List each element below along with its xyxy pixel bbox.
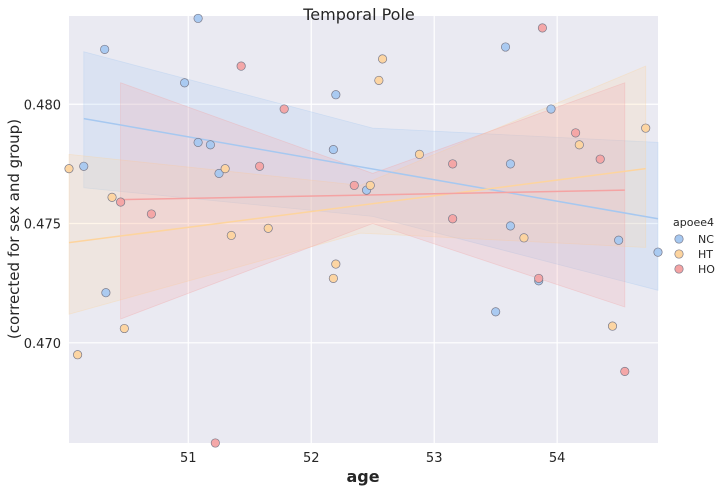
data-point-ht [519,233,529,243]
legend-title: apoee4 [673,216,714,229]
confidence-bands [68,51,659,320]
data-point-ht [607,321,618,331]
data-point-ho [448,214,458,224]
data-point-nc [214,168,224,178]
data-point-nc [328,145,338,155]
data-point-ht [263,223,273,233]
confidence-band-ho [120,82,626,320]
data-point-nc [491,307,501,317]
tick-labels: 51 52 53 54 0.470 0.475 0.480 [24,98,566,466]
data-point-ho [146,209,156,219]
y-axis-label: (corrected for sex and group) [5,119,23,339]
data-point-ht [331,259,341,269]
data-point-ho [534,273,544,283]
data-point-nc [614,235,624,245]
data-point-ho [620,366,630,376]
data-point-nc [505,221,515,231]
legend-marker-ht [674,249,684,259]
data-point-ht [220,164,230,174]
data-point-ho [537,23,547,33]
data-point-ho [210,438,220,448]
data-point-ht [414,149,424,159]
legend-items: NC HT HO [674,233,715,276]
x-tick-label: 53 [426,451,443,466]
legend-marker-ho [674,264,684,274]
confidence-band-ht [68,65,647,315]
data-point-nc [180,78,190,88]
data-point-nc [205,140,215,150]
data-point-nc [193,137,203,147]
data-point-nc [193,13,203,23]
data-point-nc [500,42,511,52]
x-axis-label: age [346,467,379,486]
data-point-ht [328,273,338,283]
data-point-ht [226,230,236,241]
legend-marker-nc [674,234,684,244]
chart-title: Temporal Pole [302,5,415,24]
data-point-ho [236,61,246,71]
legend-label-nc: NC [698,233,714,246]
x-tick-label: 51 [180,451,197,466]
data-point-ht [378,54,388,64]
data-point-ho [255,161,265,171]
data-point-ht [641,123,651,133]
regression-lines [68,117,659,244]
confidence-band-nc [83,51,659,291]
data-point-ht [119,323,129,334]
data-point-nc [100,44,110,54]
data-point-ho [116,197,126,207]
data-point-ht [365,180,375,190]
data-point-ht [374,75,384,85]
data-point-ho [448,159,458,169]
data-point-ho [571,128,581,138]
data-point-nc [101,288,111,298]
data-point-nc [331,90,341,100]
legend-label-ho: HO [698,263,715,276]
grid [69,16,658,443]
data-point-ht [574,140,584,150]
data-point-ho [349,180,359,190]
regression-line-ht [68,167,646,244]
legend-label-ht: HT [698,248,713,261]
regression-line-nc [83,117,659,220]
x-tick-label: 54 [549,451,566,466]
y-tick-label: 0.470 [24,337,61,352]
y-tick-label: 0.480 [24,98,61,113]
data-point-nc [546,104,556,114]
data-point-nc [79,161,89,171]
data-point-ht [107,192,117,202]
regression-line-ho [120,189,625,201]
data-point-nc [505,159,515,169]
data-point-ho [595,154,605,164]
scatter-points [64,13,663,448]
data-point-ht [64,164,74,174]
y-tick-label: 0.475 [24,218,61,233]
data-point-ho [279,104,289,114]
data-point-ht [73,350,83,360]
data-point-nc [653,247,663,257]
legend: apoee4 NC HT HO [673,216,715,276]
x-tick-label: 52 [303,451,320,466]
